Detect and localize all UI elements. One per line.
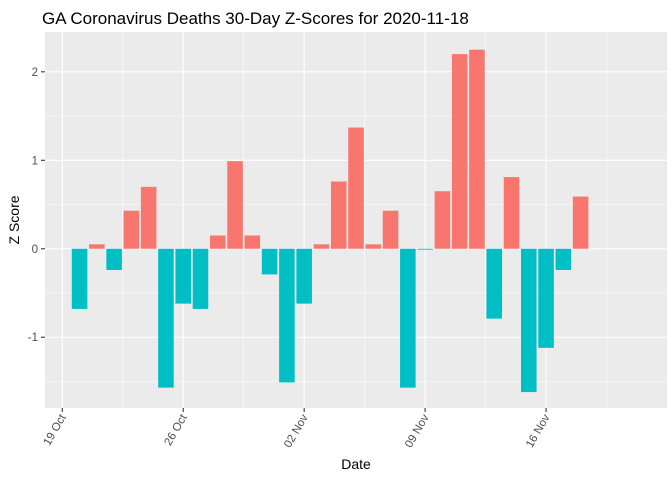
- bar: [469, 49, 485, 249]
- bars: [71, 49, 589, 393]
- bar: [521, 248, 537, 393]
- y-axis: -1 0 1 2: [28, 67, 45, 344]
- y-tick-label: -1: [28, 332, 38, 344]
- bar: [123, 210, 140, 249]
- bar: [417, 248, 433, 250]
- bar: [192, 248, 209, 309]
- bar: [382, 210, 399, 249]
- chart-title: GA Coronavirus Deaths 30-Day Z-Scores fo…: [42, 9, 469, 28]
- bar: [89, 244, 105, 249]
- x-tick-label: 02 Nov: [282, 412, 311, 450]
- bar: [71, 248, 88, 309]
- bar: [348, 127, 364, 249]
- bar: [330, 181, 347, 249]
- bar: [538, 248, 554, 348]
- x-axis-title: Date: [341, 456, 371, 472]
- x-axis: 19 Oct 26 Oct 02 Nov 09 Nov 16 Nov: [42, 408, 553, 450]
- bar: [296, 248, 312, 304]
- y-tick-label: 2: [32, 67, 38, 79]
- bar: [244, 235, 261, 249]
- bar: [434, 191, 451, 249]
- bar: [313, 244, 330, 249]
- bar: [279, 248, 295, 383]
- y-tick-label: 1: [32, 155, 38, 167]
- bar: [451, 54, 468, 249]
- bar: [227, 161, 243, 249]
- bar: [210, 235, 226, 249]
- x-tick-label: 16 Nov: [524, 412, 553, 450]
- bar: [261, 248, 278, 275]
- bar: [140, 186, 157, 249]
- y-tick-label: 0: [32, 244, 38, 256]
- bar: [572, 196, 589, 249]
- x-tick-label: 09 Nov: [403, 412, 432, 450]
- x-tick-label: 26 Oct: [162, 412, 190, 448]
- y-axis-title: Z Score: [6, 195, 22, 244]
- x-tick-label: 19 Oct: [42, 412, 70, 448]
- bar: [106, 248, 122, 270]
- bar: [503, 177, 520, 249]
- bar: [175, 248, 191, 304]
- bar: [400, 248, 416, 388]
- bar: [486, 248, 502, 319]
- bar: [158, 248, 174, 388]
- bar: [365, 244, 382, 249]
- bar: [555, 248, 572, 270]
